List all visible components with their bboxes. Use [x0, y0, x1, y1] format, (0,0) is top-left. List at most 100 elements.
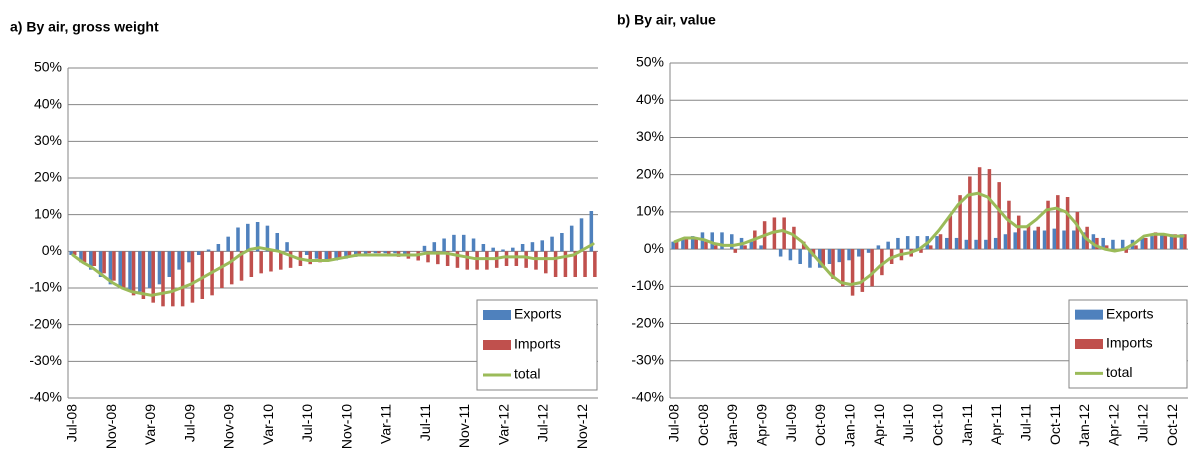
- bar: [69, 251, 73, 255]
- bar: [386, 251, 391, 255]
- bar: [850, 249, 855, 296]
- bar: [138, 251, 142, 292]
- x-tick-label: Oct-11: [1047, 404, 1063, 445]
- bar: [817, 249, 822, 268]
- bar: [1075, 211, 1080, 250]
- bar: [229, 251, 234, 285]
- bar: [733, 249, 738, 253]
- bar: [977, 167, 982, 250]
- bar: [1150, 236, 1154, 250]
- bar: [324, 251, 329, 261]
- bar: [1062, 230, 1066, 250]
- bar: [987, 169, 992, 250]
- y-tick-label: 40%: [34, 95, 62, 111]
- bar: [226, 236, 230, 252]
- bar: [485, 251, 489, 270]
- x-tick-label: Nov-11: [456, 404, 472, 448]
- x-tick-label: Apr-11: [988, 404, 1004, 445]
- bar: [436, 251, 440, 265]
- bar: [328, 251, 332, 261]
- bar: [121, 251, 126, 288]
- bar: [98, 251, 103, 277]
- bar: [239, 251, 244, 281]
- bar: [344, 251, 348, 259]
- y-tick-label: 50%: [636, 54, 664, 70]
- x-tick-label: Jul-11: [1017, 404, 1033, 441]
- bar: [860, 249, 865, 292]
- bar: [1046, 200, 1050, 250]
- bar: [79, 251, 83, 263]
- bar: [674, 241, 679, 250]
- x-tick-label: Var-10: [260, 404, 276, 445]
- bar: [377, 251, 381, 254]
- bar: [827, 249, 832, 264]
- bar: [524, 251, 528, 268]
- bar: [720, 232, 724, 250]
- bar: [1091, 234, 1096, 250]
- bar: [308, 251, 312, 265]
- bar: [713, 245, 718, 250]
- bar: [743, 245, 747, 250]
- bar: [82, 251, 87, 263]
- bar: [334, 251, 338, 261]
- x-tick-label: Nov-08: [103, 404, 119, 449]
- y-tick-label: -30%: [29, 352, 62, 368]
- bar: [1179, 234, 1184, 250]
- bar: [249, 251, 254, 277]
- x-tick-label: Jul-08: [64, 404, 80, 442]
- bar: [275, 233, 280, 252]
- bar: [563, 251, 568, 277]
- bar: [993, 237, 998, 250]
- bar: [187, 251, 191, 263]
- bar: [1013, 232, 1017, 250]
- bar: [151, 251, 155, 303]
- bar: [690, 236, 695, 250]
- x-tick-label: Jul-09: [783, 404, 799, 442]
- x-tick-label: Jul-08: [666, 404, 682, 442]
- bar: [455, 251, 460, 268]
- bar: [314, 251, 319, 259]
- bar: [704, 241, 708, 250]
- x-tick-label: Var-11: [378, 404, 394, 444]
- legend-label: Imports: [1106, 335, 1153, 351]
- y-tick-label: -10%: [631, 277, 664, 293]
- bar: [118, 251, 122, 288]
- bar: [534, 251, 538, 270]
- bar: [1124, 249, 1128, 253]
- x-tick-label: Nov-10: [338, 404, 354, 449]
- bar: [1169, 234, 1174, 250]
- bar: [540, 240, 545, 252]
- bar: [929, 245, 933, 250]
- bar: [167, 251, 172, 277]
- y-tick-label: 30%: [34, 132, 62, 148]
- bar: [501, 249, 505, 252]
- bar: [1140, 237, 1145, 250]
- bar: [180, 251, 185, 307]
- bar: [866, 249, 871, 253]
- bar: [1003, 234, 1008, 250]
- bar: [759, 245, 763, 250]
- legend-label: Exports: [514, 306, 561, 322]
- bar: [403, 251, 407, 255]
- y-tick-label: -20%: [631, 314, 664, 330]
- bar: [393, 251, 397, 254]
- bar: [1016, 215, 1021, 250]
- total-line: [71, 242, 595, 297]
- x-tick-label: Oct-08: [695, 404, 711, 446]
- bar: [128, 251, 132, 292]
- bar: [896, 237, 900, 250]
- bar: [958, 195, 962, 250]
- bar: [730, 234, 734, 250]
- legend-label: total: [514, 366, 540, 382]
- bar: [1056, 195, 1060, 250]
- x-tick-label: Jan-12: [1076, 404, 1092, 447]
- x-tick-label: Jan-09: [724, 404, 740, 447]
- bar: [560, 233, 564, 252]
- y-tick-label: 20%: [636, 165, 664, 181]
- y-tick-label: 0%: [644, 240, 664, 256]
- bar: [304, 251, 309, 255]
- bar: [1042, 230, 1047, 250]
- x-tick-label: Var-12: [495, 404, 511, 445]
- bar: [1120, 239, 1125, 250]
- y-tick-label: 30%: [636, 128, 664, 144]
